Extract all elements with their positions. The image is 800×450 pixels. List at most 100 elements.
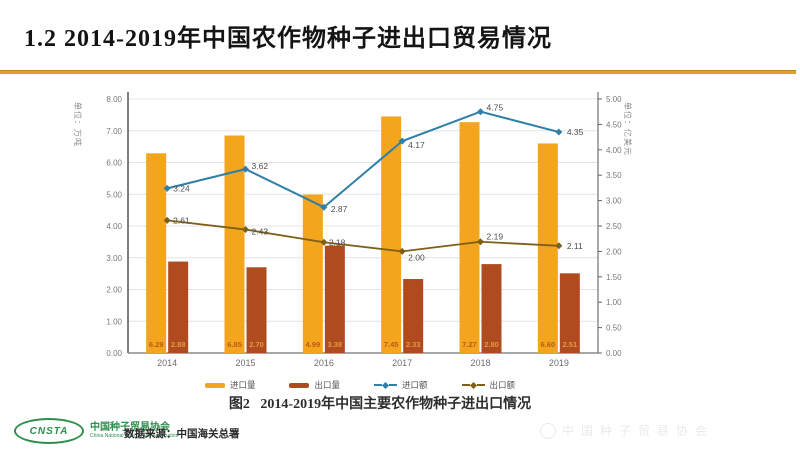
bar-value-label: 2.33	[406, 340, 421, 349]
x-axis-label: 2018	[470, 358, 490, 368]
point-value-label: 2.11	[567, 241, 583, 251]
point-value-label: 4.17	[408, 140, 425, 150]
bar-value-label: 7.27	[462, 340, 477, 349]
left-axis-tick: 7.00	[106, 127, 122, 136]
figure-caption: 图2 2014-2019年中国主要农作物种子进出口情况	[228, 397, 532, 412]
right-axis-tick: 4.00	[606, 146, 622, 155]
bar-出口量-2019	[559, 273, 580, 353]
x-axis-label: 2019	[549, 358, 569, 368]
point-value-label: 2.18	[329, 237, 346, 247]
bar-出口量-2014	[168, 261, 189, 353]
right-axis-tick: 0.00	[606, 349, 622, 358]
bar-进口量-2017	[381, 116, 402, 354]
data-source-note: 数据来源：中国海关总署	[124, 428, 240, 440]
right-axis-tick: 1.50	[606, 273, 622, 282]
trade-chart: 0.00 1.00 2.00 3.00 4.00 5.00 6.00 7.00 8.00 0.00…	[55, 86, 695, 378]
left-axis-tick: 6.00	[106, 159, 122, 168]
point-value-label: 3.24	[173, 183, 190, 193]
left-axis-tick: 3.00	[106, 254, 122, 263]
left-axis-tick: 1.00	[106, 317, 122, 326]
legend-label: 进口额	[402, 380, 428, 390]
x-axis-label: 2017	[392, 358, 412, 368]
point-value-label: 4.75	[487, 103, 504, 113]
left-axis-tick: 8.00	[106, 95, 122, 104]
marker-出口额-2015	[242, 226, 249, 234]
x-axis-label: 2014	[157, 358, 177, 368]
marker-出口额-2017	[398, 247, 406, 255]
point-value-label: 4.35	[567, 127, 584, 137]
left-axis-tick: 2.00	[106, 286, 122, 295]
marker-进口额-2018	[477, 108, 484, 116]
org-name-cn: 中国种子贸易协会	[90, 422, 170, 434]
right-axis-tick: 4.50	[606, 120, 622, 129]
line-出口额	[167, 219, 559, 253]
right-axis-unit: 单位：亿美元	[623, 102, 633, 156]
legend-item-import-value: 进口额	[374, 379, 428, 391]
marker-进口额-2015	[242, 165, 249, 173]
right-axis-tick: 3.50	[606, 171, 622, 180]
point-value-label: 2.87	[331, 204, 348, 214]
marker-出口额-2014	[163, 216, 171, 224]
bar-进口量-2015	[224, 135, 245, 353]
line-进口额	[166, 110, 560, 209]
chart-legend: 进口量 出口量 进口额 出口额	[40, 379, 680, 391]
right-axis-tick: 5.00	[606, 95, 622, 104]
slide-footer: CNSTA 中国种子贸易协会 China National Seed Trade…	[0, 414, 800, 450]
legend-label: 出口量	[314, 380, 340, 390]
bar-value-label: 2.80	[484, 340, 499, 349]
watermark-text: 中国种子贸易协会	[562, 424, 715, 438]
cnsta-logo-oval-icon: CNSTA	[14, 418, 84, 444]
marker-进口额-2014	[163, 184, 171, 192]
bar-value-label: 2.70	[249, 340, 264, 349]
slide-title: 1.2 2014-2019年中国农作物种子进出口贸易情况	[24, 26, 552, 52]
bar-value-label: 6.29	[149, 340, 164, 349]
marker-进口额-2017	[398, 137, 406, 145]
left-axis-tick: 0.00	[106, 349, 122, 358]
export-value-line-swatch	[461, 381, 485, 389]
bar-出口量-2017	[403, 279, 424, 353]
bar-value-label: 2.51	[563, 340, 578, 349]
left-axis-tick: 4.00	[106, 222, 122, 231]
legend-item-export-volume: 出口量	[289, 379, 340, 391]
legend-label: 进口量	[229, 380, 256, 390]
bar-value-label: 6.60	[541, 340, 556, 349]
watermark-logo-icon	[540, 422, 556, 439]
bar-进口量-2018	[459, 122, 480, 353]
legend-item-import-volume: 进口量	[204, 379, 256, 391]
watermark: 中国种子贸易协会	[540, 422, 795, 439]
marker-进口额-2016	[320, 203, 328, 211]
legend-label: 出口额	[489, 380, 516, 390]
marker-进口额-2019	[555, 128, 563, 136]
bar-value-label: 6.85	[227, 340, 242, 349]
legend-item-export-value: 出口额	[461, 379, 516, 391]
left-axis-tick: 5.00	[106, 190, 122, 199]
bar-value-label: 7.45	[384, 340, 399, 349]
point-value-label: 2.43	[252, 227, 269, 237]
left-axis-unit: 单位：万吨	[73, 102, 83, 147]
point-value-label: 3.62	[252, 161, 269, 171]
x-axis-label: 2015	[235, 358, 255, 368]
right-axis-tick: 1.00	[606, 298, 622, 307]
bar-value-label: 4.99	[306, 340, 321, 349]
bar-value-label: 2.88	[171, 340, 186, 349]
point-value-label: 2.61	[173, 215, 190, 225]
right-axis-tick: 2.50	[606, 222, 622, 231]
org-name-en: China National Seed Trade Association	[90, 433, 179, 439]
marker-出口额-2018	[477, 238, 484, 246]
x-axis-label: 2016	[314, 358, 334, 368]
bar-进口量-2014	[146, 153, 167, 353]
bar-进口量-2019	[537, 143, 558, 353]
point-value-label: 2.19	[487, 232, 504, 242]
import-value-line-swatch	[374, 381, 397, 389]
right-axis-tick: 0.50	[606, 324, 622, 333]
bar-进口量-2016	[302, 194, 323, 353]
point-value-label: 2.00	[408, 252, 425, 262]
cnsta-logo: CNSTA 中国种子贸易协会 China National Seed Trade…	[14, 418, 194, 444]
combo-chart-canvas: 0.00 1.00 2.00 3.00 4.00 5.00 6.00 7.00 8.00 0.00…	[73, 92, 633, 368]
bar-出口量-2015	[246, 267, 267, 353]
bar-value-label: 3.38	[328, 340, 343, 349]
bar-出口量-2016	[324, 245, 345, 353]
marker-出口额-2016	[320, 238, 328, 246]
bar-出口量-2018	[481, 264, 502, 353]
